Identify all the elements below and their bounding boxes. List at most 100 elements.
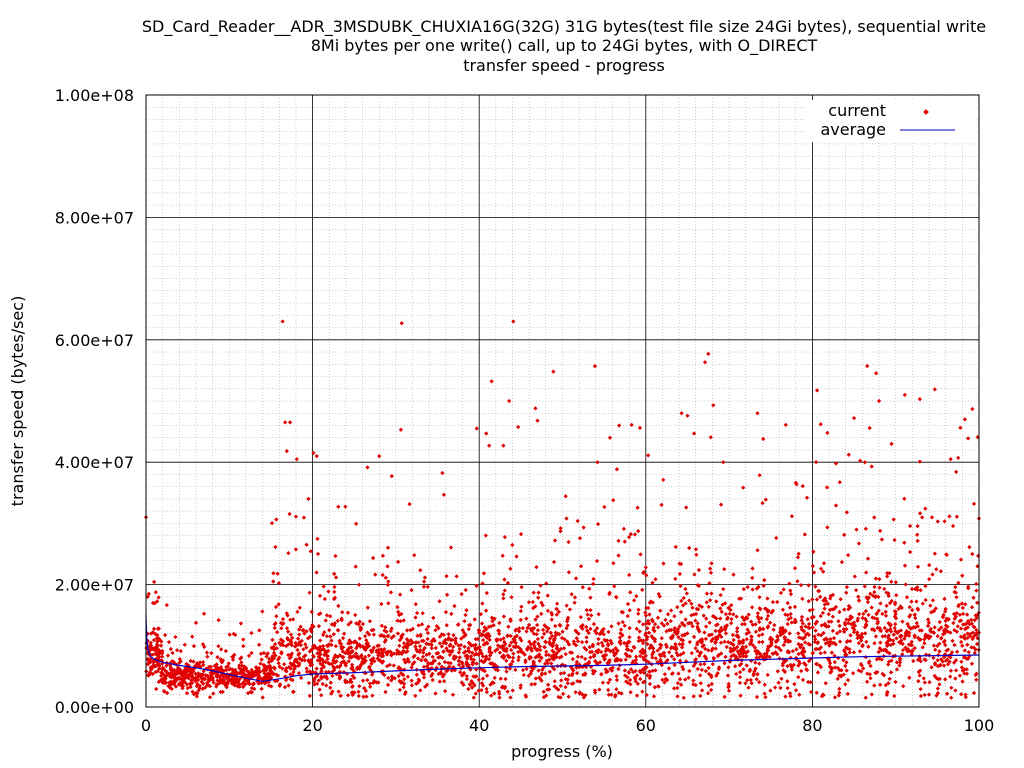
current-point <box>729 621 734 626</box>
current-point <box>270 654 275 659</box>
current-point <box>703 624 709 629</box>
current-point <box>211 680 216 685</box>
current-point <box>358 644 363 649</box>
current-point <box>650 619 655 624</box>
current-point <box>398 671 404 676</box>
current-point <box>489 650 494 655</box>
current-point <box>824 637 830 642</box>
current-point <box>600 680 606 685</box>
current-point <box>894 593 899 598</box>
current-point <box>357 666 362 671</box>
current-point <box>915 532 920 537</box>
current-point <box>188 658 193 664</box>
current-point <box>872 683 877 688</box>
current-point <box>814 661 819 667</box>
current-point <box>611 561 616 566</box>
current-point <box>837 673 842 678</box>
current-point <box>317 647 322 652</box>
current-point <box>501 614 507 619</box>
current-point <box>335 618 340 624</box>
current-point <box>439 644 444 649</box>
current-point <box>865 363 870 369</box>
current-point <box>716 665 722 670</box>
current-point <box>538 676 543 682</box>
current-point <box>743 681 748 686</box>
current-point <box>566 570 572 575</box>
current-point <box>656 684 661 689</box>
current-point <box>821 598 826 603</box>
current-point <box>337 638 342 643</box>
current-point <box>818 664 824 670</box>
current-point <box>813 637 818 642</box>
current-point <box>324 683 329 688</box>
current-point <box>508 695 513 700</box>
current-point <box>833 461 839 466</box>
current-point <box>706 351 711 356</box>
current-point <box>924 634 929 640</box>
current-point <box>868 591 873 596</box>
current-point <box>477 644 482 650</box>
current-point <box>484 686 489 691</box>
current-point <box>315 651 320 656</box>
current-point <box>173 634 178 640</box>
current-point <box>695 642 700 647</box>
current-point <box>722 661 727 666</box>
current-point <box>550 642 555 647</box>
current-point <box>926 692 932 697</box>
current-point <box>246 653 252 658</box>
current-point <box>408 641 414 646</box>
current-point <box>302 658 307 663</box>
current-point <box>767 620 773 625</box>
current-point <box>722 694 727 699</box>
current-point <box>770 599 776 605</box>
current-point <box>855 630 860 635</box>
current-point <box>696 567 702 573</box>
current-point <box>441 649 446 654</box>
current-point <box>865 556 871 561</box>
current-point <box>492 675 497 681</box>
current-point <box>863 695 868 700</box>
current-point <box>304 629 309 634</box>
current-point <box>693 646 698 651</box>
current-point <box>732 664 738 669</box>
current-point <box>497 650 503 655</box>
current-point <box>951 620 956 626</box>
current-point <box>917 397 922 402</box>
x-tick-label: 40 <box>469 716 489 735</box>
current-point <box>635 681 640 686</box>
current-point <box>778 648 783 653</box>
current-point <box>317 658 322 663</box>
current-point <box>827 658 832 664</box>
current-point <box>240 681 245 686</box>
current-point <box>677 677 683 682</box>
current-point <box>796 641 801 647</box>
current-point <box>293 547 298 552</box>
current-point <box>948 674 953 679</box>
current-point <box>511 319 516 324</box>
current-point <box>249 630 254 636</box>
current-point <box>540 635 545 640</box>
current-point <box>674 631 679 637</box>
current-point <box>301 515 307 520</box>
current-point <box>659 621 664 626</box>
current-point <box>505 633 510 638</box>
current-point <box>937 620 942 625</box>
current-point <box>672 662 677 668</box>
current-point <box>565 681 570 686</box>
current-point <box>649 634 654 639</box>
current-point <box>379 601 384 607</box>
current-point <box>873 634 879 639</box>
current-point <box>572 641 577 646</box>
current-point <box>541 689 546 694</box>
current-point <box>667 650 672 655</box>
current-point <box>311 450 316 456</box>
current-point <box>420 611 425 616</box>
current-point <box>316 624 322 629</box>
current-point <box>780 663 785 668</box>
current-point <box>271 579 276 584</box>
y-axis-label: transfer speed (bytes/sec) <box>8 296 27 507</box>
current-point <box>756 640 762 645</box>
current-point <box>517 629 522 634</box>
current-point <box>887 651 892 656</box>
current-point <box>789 514 795 519</box>
